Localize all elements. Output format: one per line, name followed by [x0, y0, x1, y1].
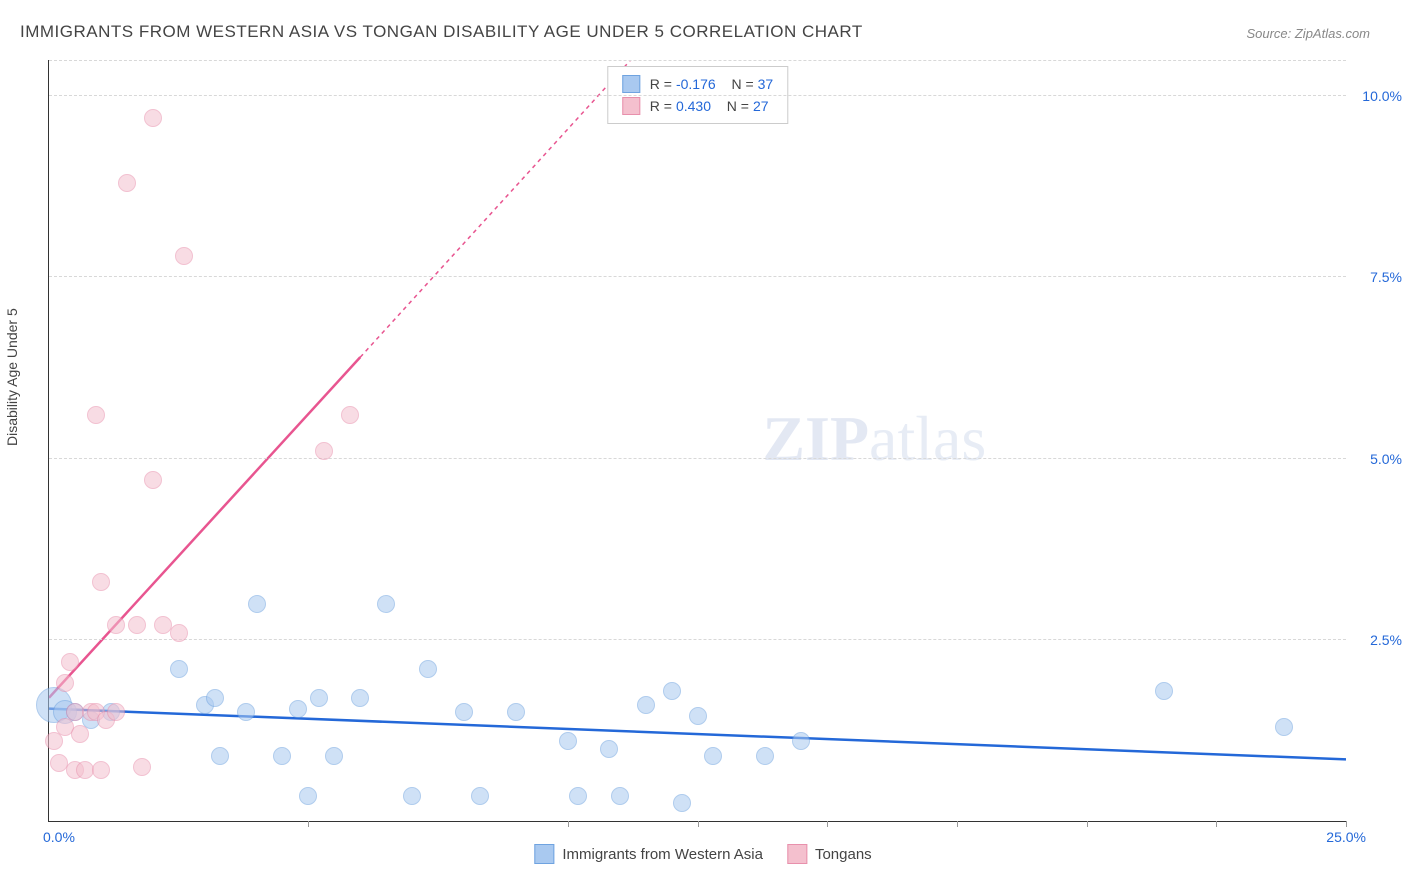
scatter-point [559, 732, 577, 750]
gridline [49, 276, 1346, 277]
legend-label: Tongans [815, 846, 872, 863]
scatter-point [637, 696, 655, 714]
scatter-point [133, 758, 151, 776]
y-axis-label: Disability Age Under 5 [4, 308, 20, 446]
scatter-point [237, 703, 255, 721]
scatter-point [377, 595, 395, 613]
scatter-point [87, 406, 105, 424]
legend-swatch-icon [534, 844, 554, 864]
gridline [49, 95, 1346, 96]
x-tick [1346, 821, 1347, 827]
scatter-point [289, 700, 307, 718]
gridline [49, 639, 1346, 640]
stats-r-value: 0.430 [676, 98, 711, 114]
x-tick [957, 821, 958, 827]
scatter-point [471, 787, 489, 805]
legend: Immigrants from Western Asia Tongans [534, 844, 871, 864]
stats-swatch-icon [622, 75, 640, 93]
scatter-point [1275, 718, 1293, 736]
scatter-point [56, 674, 74, 692]
scatter-point [455, 703, 473, 721]
plot-area: ZIPatlas R = -0.176 N = 37 R = 0.430 [48, 60, 1346, 822]
scatter-point [128, 616, 146, 634]
stats-n-label: N = [731, 76, 753, 92]
scatter-point [71, 725, 89, 743]
scatter-point [144, 471, 162, 489]
legend-item: Tongans [787, 844, 872, 864]
scatter-point [419, 660, 437, 678]
stats-n-value: 37 [758, 76, 774, 92]
stats-text: R = 0.430 N = 27 [650, 98, 769, 114]
scatter-point [341, 406, 359, 424]
stats-n-label: N = [727, 98, 749, 114]
scatter-point [689, 707, 707, 725]
y-tick-label: 7.5% [1370, 269, 1402, 285]
scatter-point [92, 573, 110, 591]
gridline [49, 458, 1346, 459]
trend-line [360, 60, 630, 357]
scatter-point [600, 740, 618, 758]
scatter-point [211, 747, 229, 765]
scatter-point [756, 747, 774, 765]
y-tick-label: 5.0% [1370, 451, 1402, 467]
scatter-point [61, 653, 79, 671]
x-tick [827, 821, 828, 827]
scatter-point [92, 761, 110, 779]
scatter-point [107, 616, 125, 634]
scatter-point [611, 787, 629, 805]
x-tick [1216, 821, 1217, 827]
stats-text: R = -0.176 N = 37 [650, 76, 773, 92]
scatter-point [107, 703, 125, 721]
y-tick-label: 2.5% [1370, 632, 1402, 648]
stats-r-value: -0.176 [676, 76, 716, 92]
stats-n-value: 27 [753, 98, 769, 114]
y-tick-label: 10.0% [1362, 88, 1402, 104]
scatter-point [299, 787, 317, 805]
scatter-point [248, 595, 266, 613]
stats-r-label: R = [650, 76, 672, 92]
legend-item: Immigrants from Western Asia [534, 844, 763, 864]
stats-r-label: R = [650, 98, 672, 114]
legend-swatch-icon [787, 844, 807, 864]
scatter-point [175, 247, 193, 265]
x-tick [568, 821, 569, 827]
x-tick [308, 821, 309, 827]
scatter-point [315, 442, 333, 460]
scatter-point [170, 624, 188, 642]
scatter-point [792, 732, 810, 750]
watermark-bold: ZIP [762, 403, 869, 474]
scatter-point [170, 660, 188, 678]
scatter-point [663, 682, 681, 700]
watermark-light: atlas [869, 403, 986, 474]
stats-row: R = -0.176 N = 37 [622, 73, 773, 95]
x-tick [1087, 821, 1088, 827]
scatter-point [118, 174, 136, 192]
scatter-point [325, 747, 343, 765]
scatter-point [310, 689, 328, 707]
gridline [49, 60, 1346, 61]
source-attribution: Source: ZipAtlas.com [1246, 26, 1370, 41]
scatter-point [206, 689, 224, 707]
scatter-point [351, 689, 369, 707]
scatter-point [569, 787, 587, 805]
scatter-point [1155, 682, 1173, 700]
stats-row: R = 0.430 N = 27 [622, 95, 773, 117]
scatter-point [507, 703, 525, 721]
stats-swatch-icon [622, 97, 640, 115]
scatter-point [673, 794, 691, 812]
x-tick-label: 25.0% [1326, 829, 1366, 845]
x-tick [698, 821, 699, 827]
scatter-point [144, 109, 162, 127]
scatter-point [704, 747, 722, 765]
scatter-point [273, 747, 291, 765]
watermark: ZIPatlas [762, 402, 986, 476]
scatter-point [403, 787, 421, 805]
legend-label: Immigrants from Western Asia [562, 846, 763, 863]
x-tick-label: 0.0% [43, 829, 75, 845]
chart-container: IMMIGRANTS FROM WESTERN ASIA VS TONGAN D… [0, 0, 1406, 892]
chart-title: IMMIGRANTS FROM WESTERN ASIA VS TONGAN D… [20, 22, 863, 42]
